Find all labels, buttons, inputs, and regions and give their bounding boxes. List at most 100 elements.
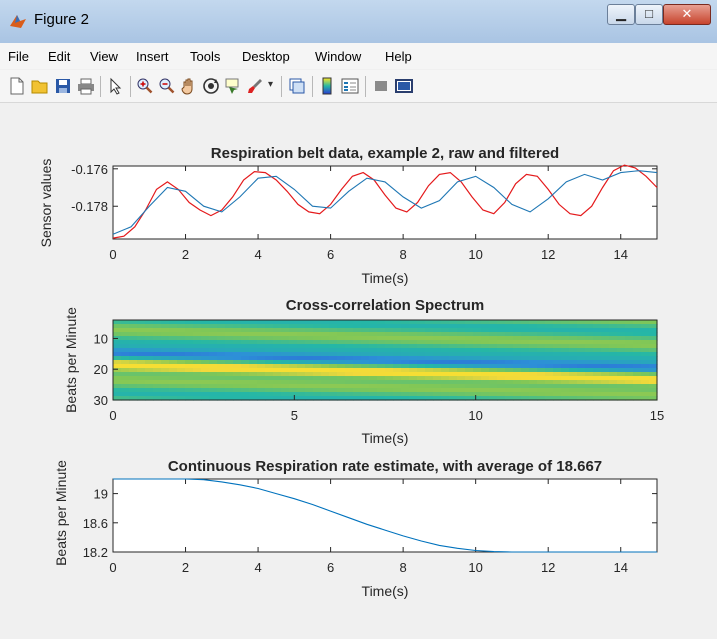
heatmap-cell: [177, 324, 186, 329]
heatmap-cell: [441, 328, 450, 333]
heatmap-cell: [553, 368, 562, 373]
heatmap-cell: [353, 340, 362, 345]
heatmap-cell: [521, 360, 530, 365]
pan-hand-icon[interactable]: [180, 77, 198, 95]
heatmap-cell: [577, 368, 586, 373]
axes3-title: Continuous Respiration rate estimate, wi…: [168, 458, 602, 475]
menu-tools[interactable]: Tools: [190, 49, 221, 64]
heatmap-cell: [481, 372, 490, 377]
heatmap-cell: [345, 356, 354, 361]
pointer-icon[interactable]: [106, 77, 124, 95]
toolbar-separator: [365, 76, 366, 97]
heatmap-cell: [233, 320, 242, 325]
heatmap-cell: [249, 388, 258, 393]
link-plot-icon[interactable]: [288, 77, 306, 95]
heatmap-cell: [385, 360, 394, 365]
respiration-belt-axes[interactable]: Respiration belt data, example 2, raw an…: [38, 145, 658, 286]
brush-icon[interactable]: [246, 77, 264, 95]
heatmap-cell: [265, 348, 274, 353]
show-plot-tools-icon[interactable]: [395, 77, 413, 95]
menu-desktop[interactable]: Desktop: [242, 49, 290, 64]
rotate-3d-icon[interactable]: [202, 77, 220, 95]
heatmap-cell: [609, 356, 618, 361]
heatmap-cell: [465, 324, 474, 329]
heatmap-cell: [281, 384, 290, 389]
heatmap-cell: [553, 384, 562, 389]
legend-icon[interactable]: [341, 77, 359, 95]
respiration-rate-axes[interactable]: Continuous Respiration rate estimate, wi…: [53, 458, 658, 599]
heatmap-cell: [265, 380, 274, 385]
heatmap-cell: [545, 344, 554, 349]
colorbar-icon[interactable]: [318, 77, 336, 95]
heatmap-cell: [465, 364, 474, 369]
y-tick-label: 19: [94, 487, 108, 502]
minimize-icon: ▁: [616, 6, 626, 21]
heatmap-cell: [617, 332, 626, 337]
heatmap-cell: [385, 340, 394, 345]
menu-view[interactable]: View: [90, 49, 118, 64]
menu-window[interactable]: Window: [315, 49, 362, 64]
heatmap-cell: [633, 328, 642, 333]
heatmap-cell: [633, 340, 642, 345]
heatmap-cell: [633, 388, 642, 393]
menu-insert[interactable]: Insert: [136, 49, 169, 64]
data-cursor-icon[interactable]: [224, 77, 242, 95]
heatmap-cell: [329, 388, 338, 393]
dropdown-arrow-icon[interactable]: ▾: [268, 79, 274, 90]
heatmap-cell: [289, 368, 298, 373]
heatmap-cell: [585, 376, 594, 381]
save-icon[interactable]: [54, 77, 72, 95]
heatmap-cell: [257, 392, 266, 397]
heatmap-cell: [345, 392, 354, 397]
heatmap-cell: [217, 392, 226, 397]
heatmap-cell: [321, 396, 330, 401]
heatmap-cell: [297, 336, 306, 341]
heatmap-cell: [257, 340, 266, 345]
heatmap-cell: [409, 352, 418, 357]
zoom-in-icon[interactable]: [136, 77, 154, 95]
heatmap-cell: [337, 392, 346, 397]
heatmap-cell: [169, 352, 178, 357]
menu-file[interactable]: File: [8, 49, 29, 64]
x-tick-label: 15: [650, 408, 664, 423]
heatmap-cell: [305, 384, 314, 389]
heatmap-cell: [497, 364, 506, 369]
heatmap-cell: [393, 324, 402, 329]
window-title-bar[interactable]: Figure 2 ▁ □ ✕: [0, 0, 717, 44]
heatmap-cell: [161, 392, 170, 397]
heatmap-cell: [201, 344, 210, 349]
heatmap-cell: [153, 324, 162, 329]
axes2-title: Cross-correlation Spectrum: [286, 297, 484, 314]
heatmap-cell: [281, 340, 290, 345]
hide-plot-tools-icon[interactable]: [372, 77, 390, 95]
new-figure-icon[interactable]: [8, 77, 26, 95]
zoom-out-icon[interactable]: [158, 77, 176, 95]
heatmap-cell: [337, 384, 346, 389]
heatmap-cell: [113, 320, 122, 325]
menu-edit[interactable]: Edit: [48, 49, 71, 64]
heatmap-cell: [241, 328, 250, 333]
heatmap-cell: [561, 360, 570, 365]
maximize-button[interactable]: □: [635, 4, 663, 25]
heatmap-cell: [305, 344, 314, 349]
heatmap-cell: [409, 360, 418, 365]
heatmap-cell: [161, 328, 170, 333]
heatmap-cell: [361, 348, 370, 353]
heatmap-cell: [241, 352, 250, 357]
axes2-box: [112, 319, 658, 401]
print-icon[interactable]: [77, 77, 95, 95]
cross-correlation-axes[interactable]: Cross-correlation Spectrum 0 5 10 15102030 …: [63, 297, 664, 446]
minimize-button[interactable]: ▁: [607, 4, 635, 25]
heatmap-cell: [465, 348, 474, 353]
heatmap-cell: [257, 332, 266, 337]
heatmap-cell: [153, 348, 162, 353]
heatmap-cell: [201, 328, 210, 333]
heatmap-cell: [361, 392, 370, 397]
heatmap-cell: [161, 384, 170, 389]
open-file-icon[interactable]: [31, 77, 49, 95]
heatmap-cell: [561, 396, 570, 401]
heatmap-cell: [545, 384, 554, 389]
heatmap-cell: [425, 372, 434, 377]
close-button[interactable]: ✕: [663, 4, 711, 25]
menu-help[interactable]: Help: [385, 49, 412, 64]
